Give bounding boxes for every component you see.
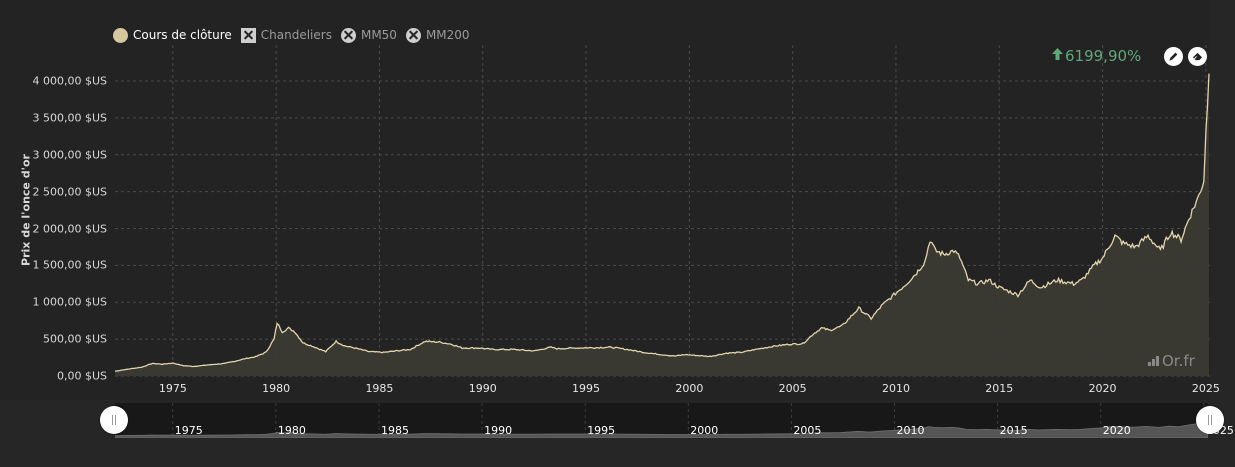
range-start-handle[interactable] <box>100 406 128 434</box>
legend-label: Chandeliers <box>260 28 332 42</box>
price-area <box>115 73 1209 376</box>
y-tick-label: 2 000,00 $US <box>32 222 107 235</box>
x-tick-label: 2020 <box>1088 382 1117 395</box>
navigator-tick-label: 2020 <box>1102 424 1131 437</box>
circle-x-icon <box>405 27 421 43</box>
navigator-series <box>115 403 1208 438</box>
range-end-handle[interactable] <box>1196 406 1224 434</box>
watermark-text: Or.fr <box>1162 352 1195 370</box>
grip-icon <box>1208 415 1212 425</box>
y-tick-label: 500,00 $US <box>42 332 107 346</box>
navigator-tick-label: 1975 <box>174 424 203 437</box>
square-x-icon <box>240 27 256 43</box>
x-tick-label: 1995 <box>572 382 601 395</box>
y-axis-title: Prix de l'once d'or <box>19 154 33 266</box>
draw-button[interactable] <box>1164 47 1183 66</box>
eraser-icon <box>1192 47 1203 66</box>
logo-bars-icon <box>1148 356 1159 366</box>
grip-icon <box>112 415 116 425</box>
performance-indicator: 6199,90% <box>1052 47 1141 65</box>
y-tick-label: 2 500,00 $US <box>32 185 107 199</box>
y-tick-label: 3 000,00 $US <box>32 148 107 162</box>
y-tick-label: 1 000,00 $US <box>32 295 107 309</box>
performance-value: 6199,90% <box>1065 47 1142 65</box>
navigator-tick-label: 1995 <box>587 424 616 437</box>
x-tick-label: 2005 <box>778 382 807 395</box>
legend-label: MM200 <box>425 28 470 42</box>
y-tick-label: 0,00 $US <box>56 369 107 383</box>
navigator-tick-label: 2010 <box>896 424 925 437</box>
navigator-tick-label: 2015 <box>999 424 1028 437</box>
navigator-tick-label: 2000 <box>690 424 719 437</box>
navigator-tick-label: 2005 <box>793 424 822 437</box>
price-line <box>114 73 1210 372</box>
filled-circle-icon <box>113 27 128 43</box>
erase-button[interactable] <box>1188 47 1207 66</box>
x-tick-label: 1990 <box>468 382 497 395</box>
navigator-tick-label: 1985 <box>380 424 409 437</box>
x-tick-label: 2025 <box>1191 382 1220 395</box>
y-tick-label: 3 500,00 $US <box>32 111 107 125</box>
y-tick-label: 1 500,00 $US <box>32 258 107 272</box>
legend-label: Cours de clôture <box>133 28 232 42</box>
x-tick-label: 2015 <box>985 382 1014 395</box>
navigator-tick-label: 1980 <box>277 424 306 437</box>
legend-item-closing-price[interactable]: Cours de clôture <box>113 27 232 43</box>
x-tick-label: 2010 <box>881 382 910 395</box>
range-navigator[interactable] <box>115 403 1208 438</box>
chart-legend: Cours de clôture Chandeliers MM50 MM200 <box>113 25 479 45</box>
x-tick-label: 1985 <box>365 382 394 395</box>
legend-item-candlesticks[interactable]: Chandeliers <box>240 27 332 43</box>
y-tick-label: 4 000,00 $US <box>32 74 107 88</box>
x-tick-label: 2000 <box>675 382 704 395</box>
legend-item-mm50[interactable]: MM50 <box>340 27 397 43</box>
legend-item-mm200[interactable]: MM200 <box>405 27 470 43</box>
legend-label: MM50 <box>360 28 397 42</box>
circle-x-icon <box>340 27 356 43</box>
up-arrow-icon <box>1052 48 1063 64</box>
right-margin <box>1210 0 1235 400</box>
watermark: Or.fr <box>1148 352 1195 370</box>
navigator-tick-label: 1990 <box>484 424 513 437</box>
x-tick-label: 1975 <box>158 382 187 395</box>
x-tick-label: 1980 <box>262 382 291 395</box>
pencil-icon <box>1168 47 1179 66</box>
